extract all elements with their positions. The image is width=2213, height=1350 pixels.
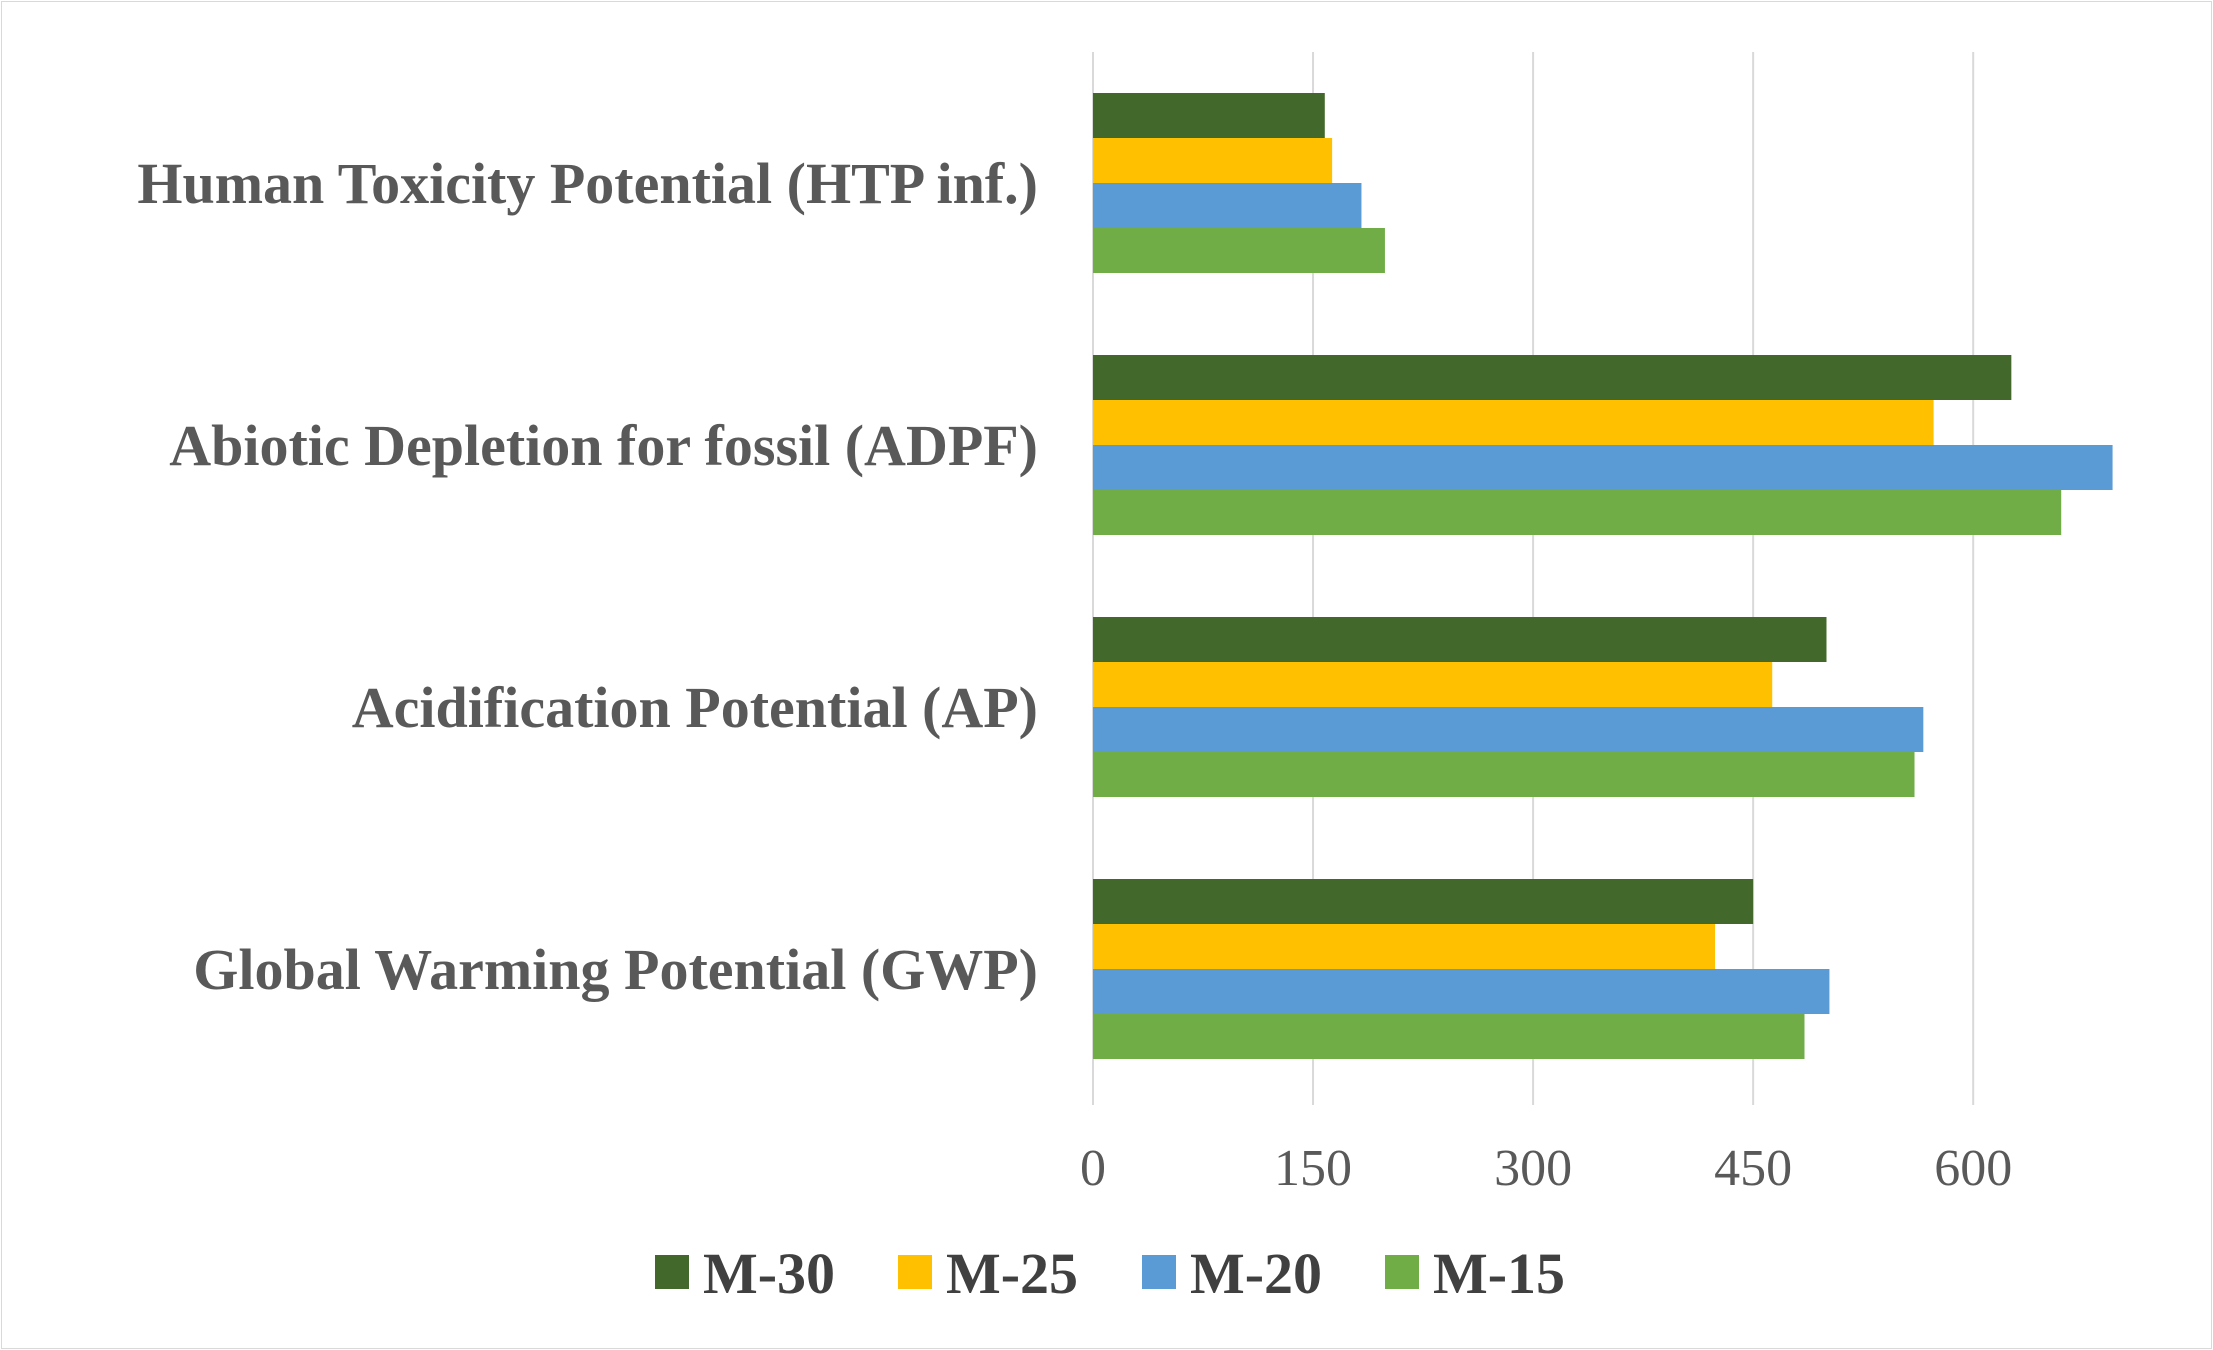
legend-label-m-20: M-20 — [1190, 1241, 1322, 1306]
legend-swatch-m-20 — [1142, 1255, 1176, 1289]
bar-m-15 — [1093, 752, 1915, 797]
bar-m-20 — [1093, 707, 1924, 752]
bar-m-25 — [1093, 662, 1773, 707]
bar-m-15 — [1093, 1014, 1805, 1059]
legend: M-30 M-25 M-20 M-15 — [655, 1241, 1565, 1306]
category-label: Human Toxicity Potential (HTP inf.) — [137, 151, 1038, 216]
x-tick-label: 300 — [1494, 1140, 1572, 1197]
bar-m-15 — [1093, 490, 2062, 535]
category-label: Acidification Potential (AP) — [352, 675, 1038, 740]
legend-label-m-25: M-25 — [946, 1241, 1078, 1306]
bar-m-25 — [1093, 138, 1333, 183]
bar-m-20 — [1093, 445, 2113, 490]
bar-m-25 — [1093, 400, 1934, 445]
legend-label-m-30: M-30 — [703, 1241, 835, 1306]
x-axis-tick-labels: 0 150 300 450 600 — [1080, 1140, 2012, 1197]
category-labels: Human Toxicity Potential (HTP inf.) Abiot… — [137, 151, 1038, 1002]
x-tick-label: 0 — [1080, 1140, 1106, 1197]
x-tick-label: 150 — [1274, 1140, 1352, 1197]
bar-m-30 — [1093, 617, 1827, 662]
x-tick-label: 600 — [1934, 1140, 2012, 1197]
bar-m-20 — [1093, 969, 1830, 1014]
bar-m-15 — [1093, 228, 1385, 273]
bar-m-20 — [1093, 183, 1362, 228]
legend-swatch-m-25 — [898, 1255, 932, 1289]
bar-m-30 — [1093, 355, 2012, 400]
bar-m-25 — [1093, 924, 1716, 969]
category-label: Global Warming Potential (GWP) — [193, 937, 1038, 1002]
bar-m-30 — [1093, 93, 1325, 138]
x-tick-label: 450 — [1714, 1140, 1792, 1197]
legend-swatch-m-30 — [655, 1255, 689, 1289]
bar-m-30 — [1093, 879, 1754, 924]
legend-swatch-m-15 — [1385, 1255, 1419, 1289]
bars — [1093, 93, 2113, 1059]
category-label: Abiotic Depletion for fossil (ADPF) — [169, 413, 1038, 478]
legend-label-m-15: M-15 — [1433, 1241, 1565, 1306]
